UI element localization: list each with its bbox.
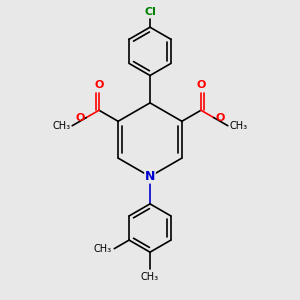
Text: CH₃: CH₃ xyxy=(141,272,159,282)
Text: CH₃: CH₃ xyxy=(52,121,71,131)
Text: CH₃: CH₃ xyxy=(229,121,248,131)
Text: O: O xyxy=(94,80,104,90)
Text: CH₃: CH₃ xyxy=(94,244,112,254)
Text: O: O xyxy=(196,80,206,90)
Text: N: N xyxy=(145,170,155,183)
Text: O: O xyxy=(75,112,85,123)
Text: Cl: Cl xyxy=(144,7,156,17)
Text: O: O xyxy=(215,112,225,123)
